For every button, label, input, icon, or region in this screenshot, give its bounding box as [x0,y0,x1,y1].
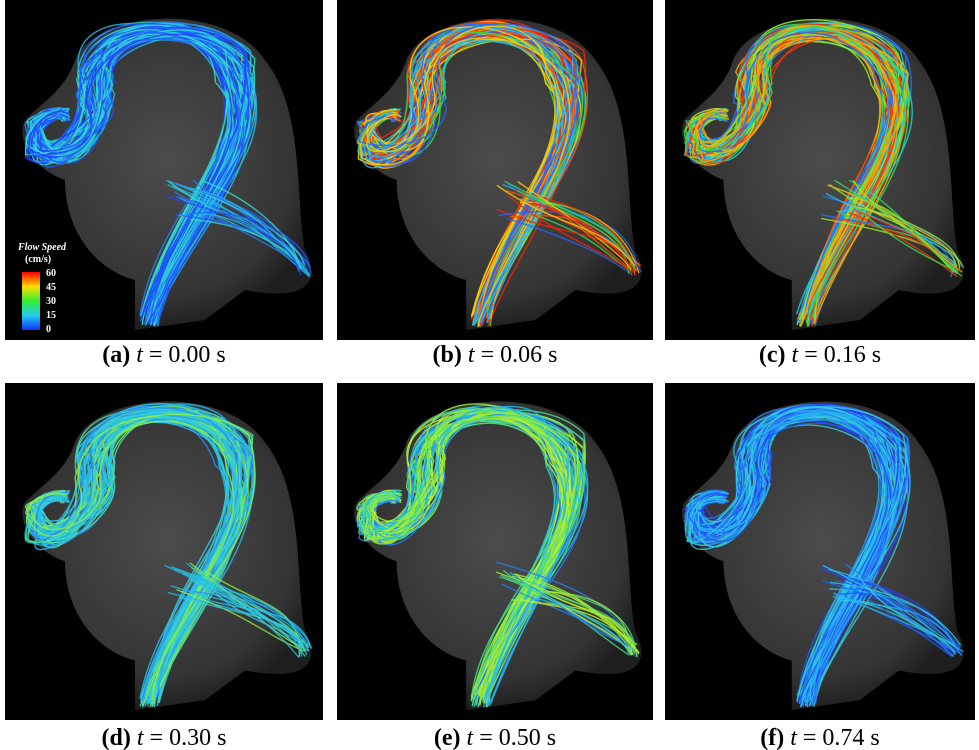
panel [337,0,653,340]
panel-label: (c) [759,342,786,368]
time-value: = 0.50 s [479,725,556,750]
time-variable: t [790,725,798,750]
panel-caption: (d) t = 0.30 s [102,725,227,750]
colorbar-gradient [22,272,40,330]
time-value: = 0.00 s [149,342,226,368]
colorbar-tick-label: 30 [46,296,56,307]
panel-label: (e) [434,725,461,750]
panel [337,383,653,720]
colorbar-tick-label: 15 [46,310,56,321]
time-variable: t [468,342,476,368]
panel [665,0,975,340]
colorbar-tick-label: 45 [46,282,56,293]
time-variable: t [467,725,475,750]
time-value: = 0.06 s [481,342,558,368]
figure: (a) t = 0.00 s (b) t = 0.06 s (c) t = 0.16… [0,0,979,750]
colorbar-tick-label: 0 [46,324,51,335]
panel [5,383,323,720]
colorbar-tick-label: 60 [46,268,56,279]
colorbar-title: Flow Speed [17,242,67,253]
panel-label: (d) [102,725,131,750]
panel [665,383,975,720]
panel-label: (a) [102,342,130,368]
time-variable: t [792,342,800,368]
panel-caption: (f) t = 0.74 s [760,725,880,750]
time-value: = 0.74 s [803,725,880,750]
time-variable: t [136,342,144,368]
panel-label: (b) [433,342,462,368]
panel-caption: (e) t = 0.50 s [434,725,556,750]
time-value: = 0.16 s [804,342,881,368]
panel-caption: (b) t = 0.06 s [433,342,558,368]
panel-caption: (c) t = 0.16 s [759,342,881,368]
time-value: = 0.30 s [150,725,227,750]
time-variable: t [137,725,145,750]
colorbar-unit: (cm/s) [25,254,51,265]
panel-caption: (a) t = 0.00 s [102,342,226,368]
panel-label: (f) [760,725,784,750]
